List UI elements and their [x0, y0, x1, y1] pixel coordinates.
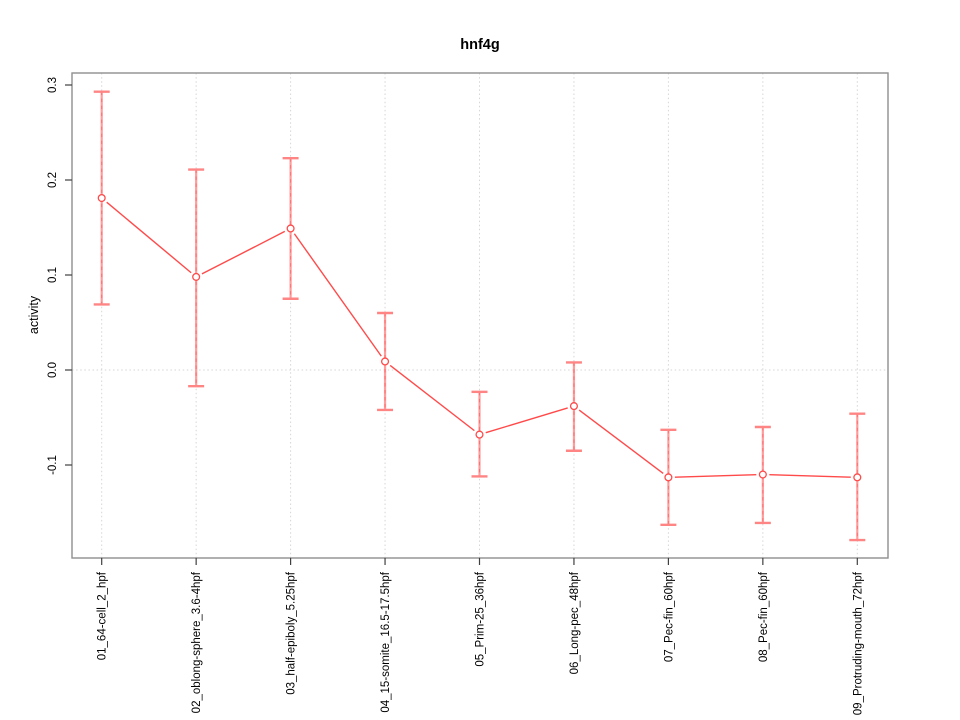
data-point: [475, 430, 484, 439]
series-line-segment: [389, 364, 475, 432]
y-tick-label: -0.1: [47, 455, 59, 475]
data-point: [569, 402, 578, 411]
data-point: [97, 194, 106, 203]
x-tick-label: 07_Pec-fin_60hpf: [663, 571, 675, 662]
x-tick-label: 03_half-epiboly_5.25hpf: [286, 571, 298, 695]
data-point: [758, 470, 767, 479]
y-tick-label: 0.3: [47, 77, 59, 93]
series-line-segment: [578, 409, 664, 474]
chart-title: hnf4g: [460, 37, 500, 53]
data-point: [286, 224, 295, 233]
x-tick-label: 01_64-cell_2_hpf: [97, 571, 109, 660]
series-line-segment: [201, 230, 286, 275]
data-point: [853, 473, 862, 482]
y-tick-label: 0.1: [47, 267, 59, 283]
series-line-segment: [106, 201, 192, 274]
y-tick-label: 0.0: [47, 362, 59, 378]
data-point: [380, 357, 390, 366]
x-tick-label: 06_Long-pec_48hpf: [569, 571, 581, 674]
x-tick-label: 04_15-somite_16.5-17.5hpf: [380, 571, 392, 712]
x-tick-label: 05_Prim-25_36hpf: [475, 571, 487, 666]
series-line-segment: [293, 233, 382, 357]
x-tick-label: 02_oblong-sphere_3.6-4hpf: [191, 571, 203, 713]
y-tick-label: 0.2: [47, 172, 59, 188]
x-tick-label: 09_Protruding-mouth_72hpf: [852, 571, 864, 715]
series-line-segment: [674, 473, 757, 478]
data-point: [664, 473, 673, 482]
series-line-segment: [485, 407, 568, 434]
data-point: [192, 272, 201, 281]
series-line-segment: [769, 473, 851, 478]
x-tick-label: 08_Pec-fin_60hpf: [758, 571, 770, 662]
